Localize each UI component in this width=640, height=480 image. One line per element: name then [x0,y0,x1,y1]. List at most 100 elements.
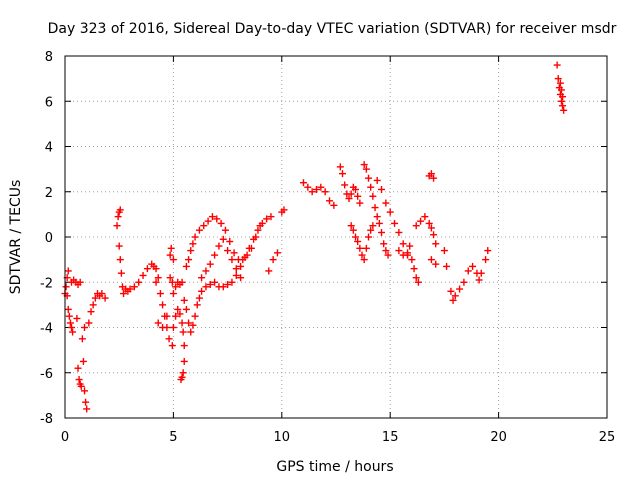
data-point [557,97,565,105]
data-point [237,274,245,282]
data-point [427,256,435,264]
data-point [202,267,210,275]
data-point [239,256,247,264]
data-point [427,224,435,232]
data-point [399,251,407,259]
data-point [308,188,316,196]
data-point [373,176,381,184]
data-point [89,301,97,309]
chart-title: Day 323 of 2016, Sidereal Day-to-day VTE… [48,21,617,37]
data-point [406,242,414,250]
data-point [354,192,362,200]
data-point [182,262,190,270]
data-point [87,308,95,316]
data-point [143,265,151,273]
data-point [81,324,89,331]
data-point [395,228,403,236]
data-point [195,294,203,302]
data-point [187,247,195,255]
data-point [358,251,366,259]
data-point [68,324,76,331]
data-point [425,219,433,227]
x-tick-label: 10 [274,430,291,445]
data-point [213,215,221,223]
data-point [430,231,438,239]
data-point [116,206,124,214]
y-tick-label: -4 [40,322,53,337]
data-point [198,274,206,282]
data-point [156,290,164,298]
data-point [166,251,174,259]
data-point [120,290,128,298]
data-point [77,382,85,390]
data-point [412,222,420,230]
data-point [115,242,123,250]
data-point [447,287,455,295]
data-point [360,161,368,169]
data-point [204,217,212,225]
data-point [367,226,375,234]
data-point [477,269,485,277]
y-tick-label: 0 [45,231,53,246]
data-point [369,222,377,230]
data-point [154,274,162,282]
data-point [126,285,134,293]
y-tick-label: 8 [45,50,53,65]
data-point [256,222,264,230]
data-point [179,369,187,377]
data-point [215,242,223,250]
data-point [380,240,388,248]
data-point [365,233,373,241]
data-point [553,61,561,69]
data-point [228,256,236,264]
data-point [356,244,364,252]
data-point [449,296,457,304]
data-point [180,342,188,350]
y-axis-label: SDTVAR / TECUs [8,180,24,295]
x-tick-label: 0 [61,430,69,445]
x-tick-label: 20 [490,430,507,445]
data-point [330,201,338,209]
data-point [556,79,564,87]
data-point [360,256,368,264]
data-point [269,256,277,264]
data-point [202,283,210,291]
plot-frame [64,55,608,419]
data-point [65,312,73,320]
data-point [193,301,201,309]
data-point [64,267,72,275]
data-point [75,376,83,384]
data-point [382,247,390,255]
data-point [356,199,364,207]
data-point [384,251,392,259]
data-point [273,249,281,257]
y-tick-label: 6 [45,95,53,110]
data-point [417,217,425,225]
data-point [317,183,325,191]
data-point [408,256,416,264]
data-point [354,238,362,246]
data-point [74,364,82,372]
data-point [347,190,355,198]
data-point [336,163,344,171]
data-point [373,213,381,221]
data-point [265,267,273,275]
data-point [116,256,124,264]
data-point [178,278,186,286]
data-point [440,247,448,255]
data-point [76,278,84,286]
data-point [159,301,167,309]
x-tick-label: 5 [169,430,177,445]
data-point [185,256,193,264]
data-point [304,183,312,191]
data-point [232,265,240,273]
data-point [469,262,477,270]
data-point [263,215,271,223]
data-point [226,238,234,246]
x-axis-label: GPS time / hours [276,459,393,475]
data-point [130,283,138,291]
data-point [211,251,219,259]
data-point [484,247,492,255]
data-point [299,179,307,187]
